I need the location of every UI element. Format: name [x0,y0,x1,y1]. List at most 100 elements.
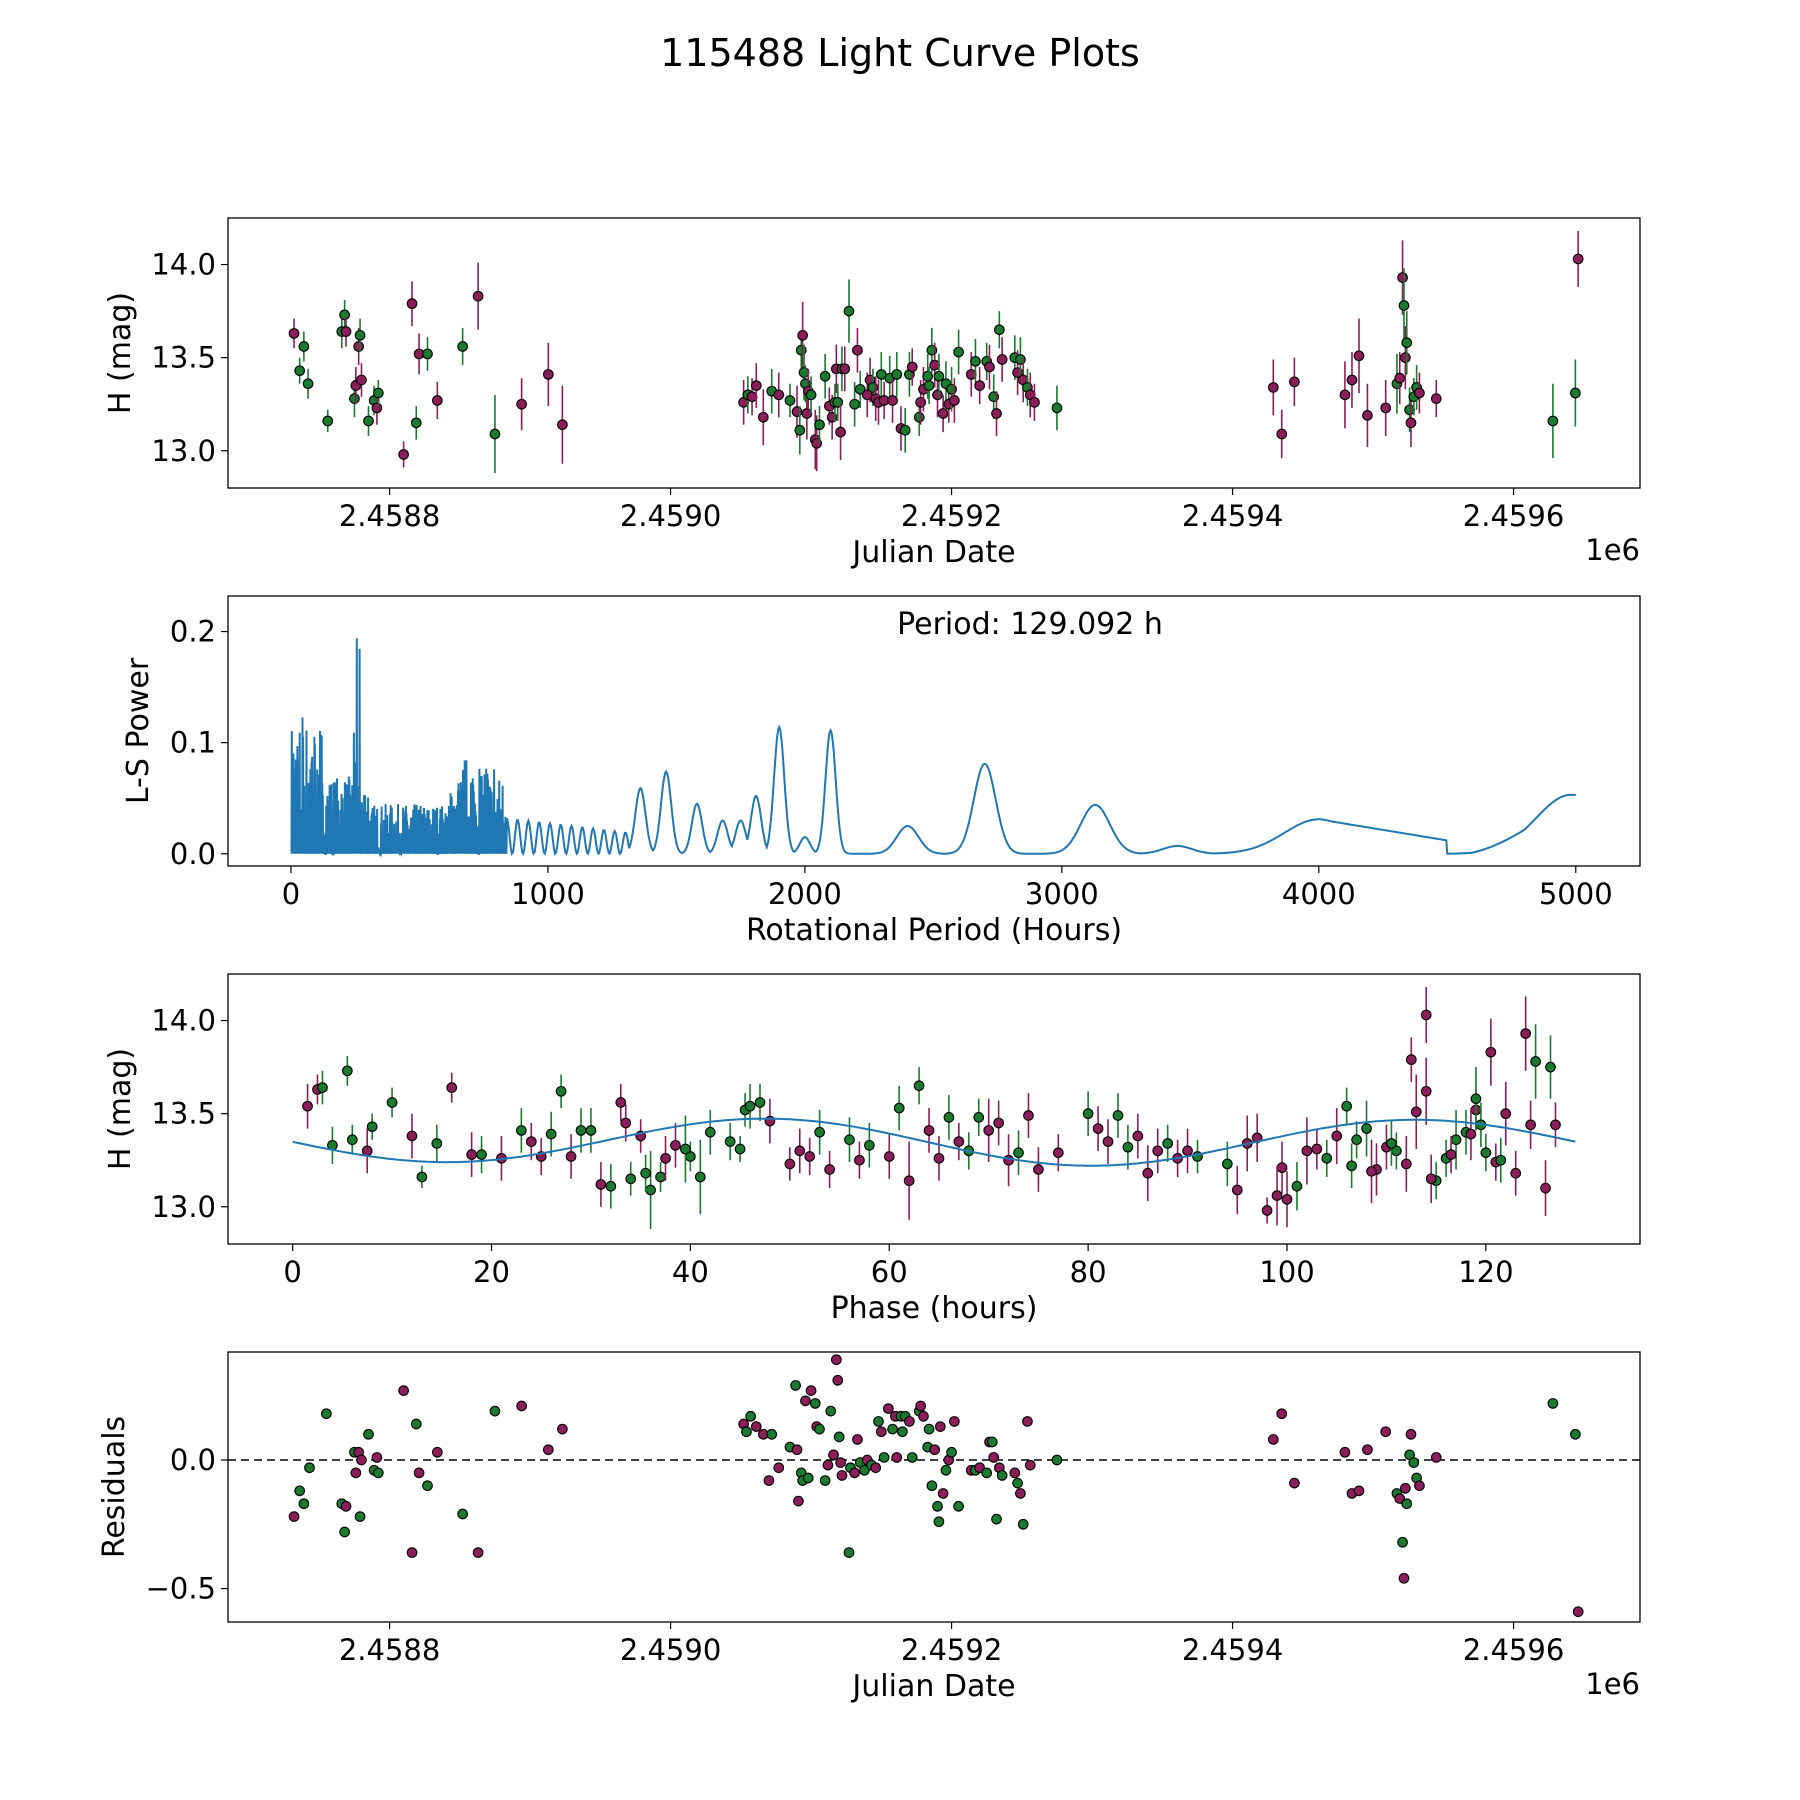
data-point [933,370,945,382]
data-point [899,424,911,436]
data-point [363,415,374,427]
data-point [1545,1061,1556,1073]
data-point [953,1136,965,1147]
data-point [1540,1182,1551,1194]
residual-point [891,1452,903,1463]
data-point [1281,1193,1293,1205]
data-point [949,395,960,406]
data-point [1276,1162,1288,1174]
residual-point [843,1547,855,1558]
data-point [670,1139,681,1151]
residual-point [831,1354,842,1366]
residual-point [809,1398,821,1409]
data-point [294,365,306,377]
residual-point [410,1418,422,1430]
y-tick-label: 0.0 [170,1443,216,1477]
residual-point [849,1467,860,1479]
residual-point [791,1444,803,1456]
residual-point [354,1511,366,1522]
data-point [655,1171,666,1183]
data-point [1082,1108,1094,1120]
data-point [913,411,925,423]
data-point [814,419,825,431]
data-point [1331,1130,1343,1142]
residual-point [875,1426,887,1438]
data-point [1221,1158,1233,1170]
residual-point [833,1431,845,1443]
data-point [322,415,334,427]
data-point [744,1100,756,1112]
data-point [366,1121,378,1133]
data-point [1162,1138,1174,1149]
residuals-plot-area [228,1354,1640,1618]
x-tick-label: 2.4590 [620,499,721,533]
data-point [525,1136,537,1147]
y-tick-label: 14.0 [151,1004,216,1038]
data-point [605,1180,617,1192]
data-point [754,1097,766,1108]
periodogram-xlabel: Rotational Period (Hours) [746,913,1122,948]
data-point [1500,1108,1512,1120]
residual-point [940,1464,952,1476]
residual-point [766,1428,778,1440]
residual-point [1017,1518,1029,1530]
data-point [1291,1180,1303,1192]
residual-point [929,1444,941,1456]
residual-point [1430,1452,1442,1463]
data-point [406,298,418,310]
data-point [844,1134,855,1146]
residual-point [350,1467,362,1479]
data-point [542,369,554,380]
data-point [340,326,352,337]
residual-point [304,1462,315,1474]
panel-phased-curve: 0 20 40 60 80 100 120 13.0 13.5 14.0 Phase (hours… [103,973,1641,1326]
data-point [1510,1167,1522,1179]
residuals-xlabel: Julian Date [850,1669,1015,1704]
data-point [970,356,981,367]
data-point [1410,1106,1422,1118]
phased-curve-ylabel: H (mag) [103,1048,138,1170]
data-point [724,1136,736,1147]
residual-point [741,1426,752,1438]
data-point [891,369,903,380]
residual-point [1024,1459,1036,1471]
data-point [1267,382,1279,393]
data-point [339,309,350,321]
data-point [1401,337,1413,349]
y-tick-label: 13.0 [151,1190,216,1224]
data-point [410,417,422,429]
data-point [805,389,817,401]
residual-point [340,1500,352,1512]
data-point [1052,1147,1064,1159]
data-point [913,1080,925,1092]
residual-point [339,1526,350,1538]
data-point [784,1158,796,1170]
data-point [1485,1046,1497,1058]
residual-point [398,1385,409,1396]
data-point [515,1125,527,1136]
residual-point [996,1470,1008,1481]
x-tick-label: 5000 [1539,877,1613,911]
residual-point [859,1464,870,1476]
data-point [937,408,949,419]
residuals-ylabel: Residuals [97,1416,132,1558]
data-point [472,290,484,302]
data-point [1271,1190,1283,1201]
data-point [1404,404,1415,416]
data-point [302,1100,313,1112]
residual-point [1570,1428,1581,1440]
y-tick-label: 13.5 [151,1097,216,1131]
residual-point [294,1485,306,1497]
data-point [555,1085,567,1097]
residual-point [981,1467,993,1479]
x-tick-label: 20 [473,1255,510,1289]
data-point [545,1128,557,1140]
figure-title: 115488 Light Curve Plots [660,31,1140,75]
data-point [993,1117,1004,1129]
x-tick-label: 0 [282,877,300,911]
residual-point [991,1513,1002,1525]
panel-residuals: 2.4588 2.4590 2.4592 2.4594 2.4596 −0.5 0.0 Ju… [97,1351,1641,1704]
light-curve-axes: 2.4588 2.4590 2.4592 2.4594 2.4596 13.0 13.5 14… [151,248,1564,533]
data-point [1480,1147,1492,1159]
residual-point [932,1500,943,1512]
